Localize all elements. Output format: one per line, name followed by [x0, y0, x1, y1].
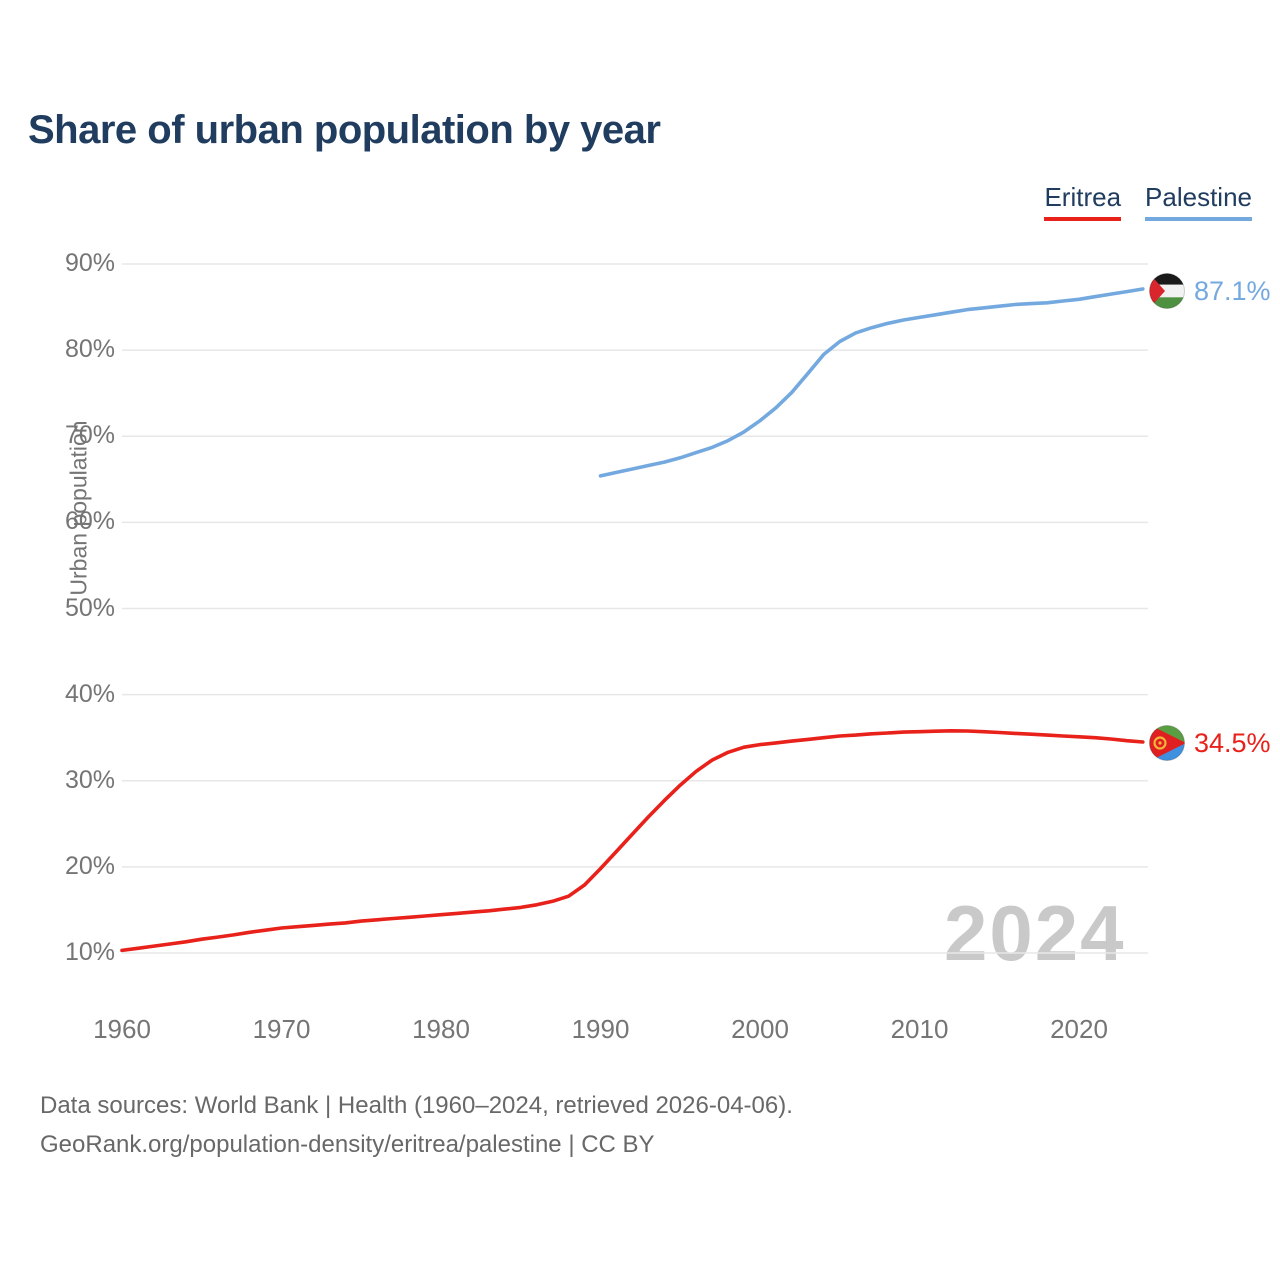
end-label-eritrea: 34.5%: [1148, 724, 1271, 762]
palestine-flag-icon: [1149, 273, 1185, 309]
data-source-note: Data sources: World Bank | Health (1960–…: [40, 1086, 793, 1164]
x-tick-label-1990: 1990: [571, 1014, 630, 1044]
y-tick-label-10: 10%: [64, 938, 115, 966]
watermark-year: 2024: [944, 889, 1126, 977]
y-tick-label-70: 70%: [64, 421, 115, 450]
eritrea-line: [120, 729, 1145, 953]
y-tick-label-90: 90%: [64, 249, 115, 277]
end-value-eritrea: 34.5%: [1194, 727, 1271, 758]
legend-label-palestine: Palestine: [1145, 182, 1252, 212]
x-tick-label-2020: 2020: [1050, 1014, 1108, 1044]
x-tick-label-1970: 1970: [252, 1014, 311, 1044]
palestine-line: [598, 287, 1145, 478]
y-tick-label-60: 60%: [64, 507, 115, 536]
x-tick-label-2000: 2000: [731, 1014, 789, 1044]
x-tick-label-2010: 2010: [890, 1014, 949, 1044]
x-tick-label-1980: 1980: [412, 1014, 470, 1044]
end-label-palestine: 87.1%: [1148, 272, 1271, 310]
eritrea-flag-icon: [1149, 725, 1185, 761]
data-source-line2: GeoRank.org/population-density/eritrea/p…: [40, 1131, 655, 1158]
legend-label-eritrea: Eritrea: [1044, 182, 1122, 212]
y-tick-label-80: 80%: [64, 335, 115, 364]
end-value-palestine: 87.1%: [1194, 275, 1271, 306]
legend: Eritrea Palestine: [1044, 183, 1252, 221]
page-title: Share of urban population by year: [28, 108, 661, 152]
legend-item-eritrea[interactable]: Eritrea: [1044, 182, 1122, 221]
y-tick-label-20: 20%: [64, 851, 115, 880]
y-tick-label-50: 50%: [64, 593, 115, 622]
data-source-line1: Data sources: World Bank | Health (1960–…: [40, 1092, 793, 1119]
y-tick-label-30: 30%: [64, 765, 115, 794]
legend-item-palestine[interactable]: Palestine: [1145, 183, 1252, 221]
y-tick-label-40: 40%: [64, 679, 115, 708]
x-tick-label-1960: 1960: [93, 1014, 151, 1044]
